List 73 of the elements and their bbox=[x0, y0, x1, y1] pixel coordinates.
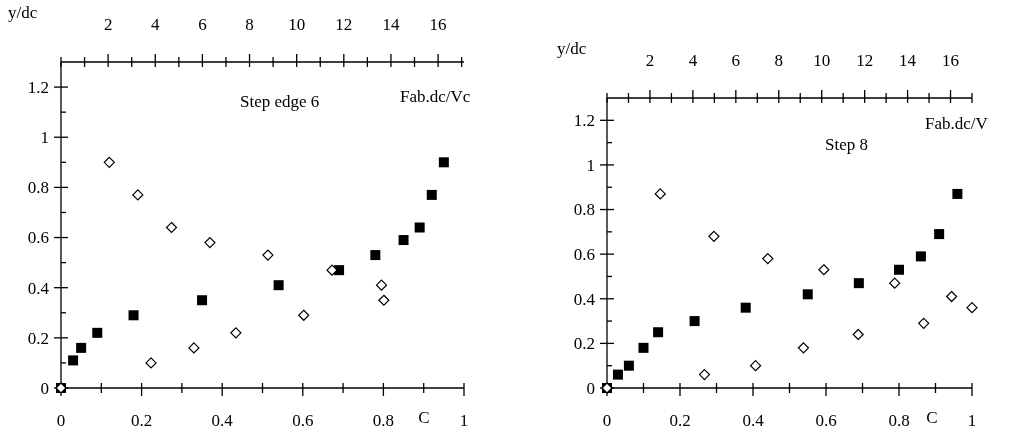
y-tick-label: 0.8 bbox=[573, 200, 595, 220]
y-tick-label: 0.2 bbox=[27, 328, 49, 348]
point bbox=[438, 157, 449, 168]
point bbox=[426, 189, 437, 200]
point bbox=[740, 302, 751, 313]
point bbox=[76, 342, 87, 353]
point bbox=[68, 355, 79, 366]
x-axis-title: C bbox=[418, 408, 430, 427]
y-tick-label: 1 bbox=[586, 155, 595, 175]
y-tick-label: 0 bbox=[40, 378, 49, 398]
y-tick-label: 0.6 bbox=[27, 228, 49, 248]
x-tick-label: 1 bbox=[459, 411, 469, 430]
x-tick-label: 0.6 bbox=[815, 411, 837, 430]
x-axis-title: C bbox=[926, 408, 938, 427]
x-tick-label: 0.4 bbox=[211, 411, 234, 430]
x2-tick-label: 2 bbox=[103, 15, 113, 34]
point bbox=[370, 250, 381, 261]
x2-tick-label: 6 bbox=[731, 51, 741, 70]
x2-tick-label: 4 bbox=[688, 51, 698, 70]
y-tick-label: 0.2 bbox=[573, 334, 595, 354]
point bbox=[92, 327, 103, 338]
y-tick-label: 0 bbox=[586, 378, 595, 398]
point bbox=[273, 280, 284, 291]
point bbox=[894, 264, 904, 275]
y-axis-title: Fab.dc/Vc bbox=[400, 87, 471, 106]
point bbox=[623, 360, 634, 371]
x2-tick-label: 8 bbox=[245, 15, 254, 34]
point bbox=[952, 188, 963, 199]
x2-tick-label: 14 bbox=[899, 51, 917, 70]
annotation: Step edge 6 bbox=[240, 92, 320, 111]
x2-axis-title: y/dc bbox=[557, 39, 587, 58]
x-tick-label: 0.8 bbox=[372, 411, 395, 430]
point bbox=[915, 251, 926, 262]
x2-tick-label: 2 bbox=[645, 51, 655, 70]
x-tick-label: 1 bbox=[967, 411, 977, 430]
x2-tick-label: 10 bbox=[813, 51, 831, 70]
x2-tick-label: 12 bbox=[335, 15, 353, 34]
y-tick-label: 0.4 bbox=[27, 278, 50, 298]
point bbox=[653, 327, 664, 338]
point bbox=[802, 289, 813, 300]
point bbox=[197, 295, 208, 306]
y-tick-label: 1.2 bbox=[27, 78, 49, 98]
x2-tick-label: 16 bbox=[942, 51, 960, 70]
point bbox=[853, 278, 864, 289]
y-tick-label: 1 bbox=[40, 128, 49, 148]
x2-tick-label: 16 bbox=[429, 15, 447, 34]
x-tick-label: 0.6 bbox=[292, 411, 314, 430]
x2-tick-label: 6 bbox=[198, 15, 207, 34]
point bbox=[398, 235, 409, 246]
point bbox=[612, 369, 623, 380]
y-tick-label: 1.2 bbox=[573, 111, 595, 131]
x-tick-label: 0 bbox=[602, 411, 612, 430]
y-tick-label: 0.8 bbox=[27, 178, 49, 198]
x-tick-label: 0 bbox=[56, 411, 66, 430]
x2-axis-title: y/dc bbox=[8, 3, 38, 22]
x-tick-label: 0.4 bbox=[742, 411, 765, 430]
point bbox=[414, 222, 425, 233]
x2-tick-label: 10 bbox=[288, 15, 306, 34]
point bbox=[128, 310, 139, 321]
y-tick-label: 0.4 bbox=[573, 289, 596, 309]
x2-tick-label: 12 bbox=[856, 51, 874, 70]
x2-tick-label: 8 bbox=[774, 51, 784, 70]
y-tick-label: 0.6 bbox=[573, 245, 595, 265]
x2-tick-label: 14 bbox=[382, 15, 400, 34]
point bbox=[638, 342, 649, 353]
x-tick-label: 0.2 bbox=[669, 411, 691, 430]
point bbox=[934, 229, 945, 240]
x-tick-label: 0.8 bbox=[888, 411, 910, 430]
point bbox=[689, 316, 700, 327]
annotation: Step 8 bbox=[825, 135, 868, 154]
x2-tick-label: 4 bbox=[151, 15, 161, 34]
x-tick-label: 0.2 bbox=[130, 411, 153, 430]
y-axis-title: Fab.dc/V bbox=[925, 114, 989, 133]
